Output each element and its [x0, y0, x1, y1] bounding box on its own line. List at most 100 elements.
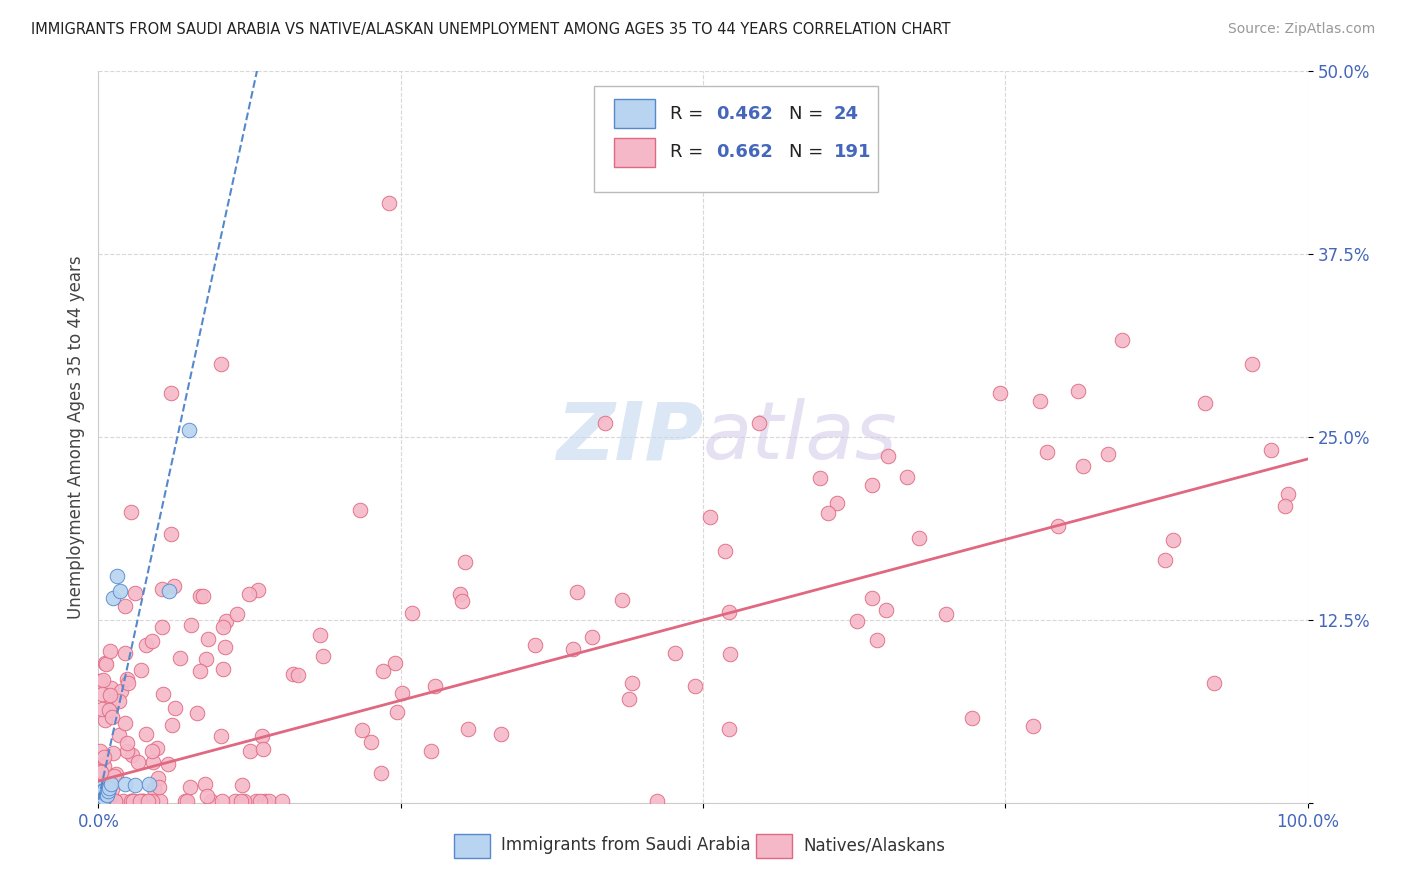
- Point: [100, 782, 122, 797]
- Point: [127, 755, 149, 769]
- Point: [114, 646, 136, 660]
- Point: [385, 705, 408, 719]
- Point: [194, 777, 217, 791]
- Text: R =: R =: [671, 143, 710, 161]
- Text: Immigrants from Saudi Arabia: Immigrants from Saudi Arabia: [501, 836, 751, 855]
- Point: [197, 632, 219, 646]
- Point: [454, 554, 477, 568]
- Point: [257, 794, 280, 808]
- Point: [647, 794, 669, 808]
- Point: [371, 664, 394, 678]
- Point: [163, 578, 186, 592]
- Point: [89, 744, 111, 758]
- Point: [1022, 719, 1045, 733]
- Point: [308, 628, 330, 642]
- Point: [90, 791, 112, 805]
- Point: [1071, 458, 1094, 473]
- Point: [90, 765, 112, 780]
- Point: [96, 794, 118, 808]
- Point: [114, 777, 136, 791]
- Point: [174, 794, 197, 808]
- Point: [169, 650, 191, 665]
- Text: atlas: atlas: [703, 398, 898, 476]
- Point: [699, 509, 721, 524]
- Point: [420, 744, 443, 758]
- Point: [152, 687, 174, 701]
- Point: [247, 582, 270, 597]
- Text: N =: N =: [789, 143, 830, 161]
- Point: [97, 784, 120, 798]
- Point: [593, 416, 616, 430]
- Point: [352, 723, 374, 737]
- Point: [121, 748, 143, 763]
- Point: [108, 694, 131, 708]
- Point: [141, 633, 163, 648]
- Point: [91, 702, 114, 716]
- Point: [96, 657, 118, 671]
- Point: [100, 794, 122, 808]
- Point: [214, 614, 236, 628]
- Point: [96, 789, 118, 803]
- Point: [250, 729, 273, 743]
- Point: [150, 582, 173, 596]
- Point: [907, 531, 929, 545]
- Point: [378, 196, 401, 211]
- Point: [808, 471, 831, 485]
- Point: [128, 794, 150, 808]
- Point: [860, 591, 883, 605]
- Point: [209, 357, 232, 371]
- Point: [1028, 394, 1050, 409]
- Point: [817, 506, 839, 520]
- Point: [1260, 442, 1282, 457]
- Point: [89, 794, 111, 808]
- Point: [121, 794, 143, 808]
- Point: [1241, 357, 1264, 371]
- Point: [115, 744, 138, 758]
- Point: [231, 778, 253, 792]
- Point: [115, 673, 138, 687]
- Point: [90, 781, 112, 796]
- Point: [90, 794, 112, 808]
- Point: [238, 587, 260, 601]
- Point: [209, 729, 232, 743]
- Point: [283, 666, 305, 681]
- Point: [1046, 519, 1069, 533]
- Point: [449, 587, 471, 601]
- Point: [211, 620, 233, 634]
- Point: [93, 782, 115, 797]
- Point: [101, 710, 124, 724]
- Point: [90, 787, 112, 801]
- Point: [148, 780, 170, 795]
- Point: [117, 676, 139, 690]
- Point: [717, 605, 740, 619]
- Point: [195, 652, 218, 666]
- Point: [191, 589, 214, 603]
- Point: [179, 780, 201, 794]
- Point: [865, 633, 887, 648]
- Text: 24: 24: [834, 104, 859, 123]
- Point: [581, 631, 603, 645]
- Point: [96, 794, 118, 808]
- Point: [349, 503, 371, 517]
- Text: IMMIGRANTS FROM SAUDI ARABIA VS NATIVE/ALASKAN UNEMPLOYMENT AMONG AGES 35 TO 44 : IMMIGRANTS FROM SAUDI ARABIA VS NATIVE/A…: [31, 22, 950, 37]
- Point: [1204, 675, 1226, 690]
- Point: [935, 607, 957, 621]
- Point: [1097, 447, 1119, 461]
- Point: [114, 715, 136, 730]
- Point: [89, 764, 111, 779]
- Point: [94, 794, 117, 808]
- Point: [100, 681, 122, 695]
- Point: [226, 607, 249, 622]
- Point: [104, 794, 127, 808]
- Point: [523, 638, 546, 652]
- Text: ZIP: ZIP: [555, 398, 703, 476]
- Point: [98, 688, 121, 702]
- Point: [1274, 500, 1296, 514]
- Point: [1067, 384, 1090, 398]
- FancyBboxPatch shape: [595, 86, 879, 192]
- Point: [252, 742, 274, 756]
- Point: [245, 794, 267, 808]
- Point: [423, 679, 446, 693]
- Point: [103, 769, 125, 783]
- Point: [637, 167, 659, 181]
